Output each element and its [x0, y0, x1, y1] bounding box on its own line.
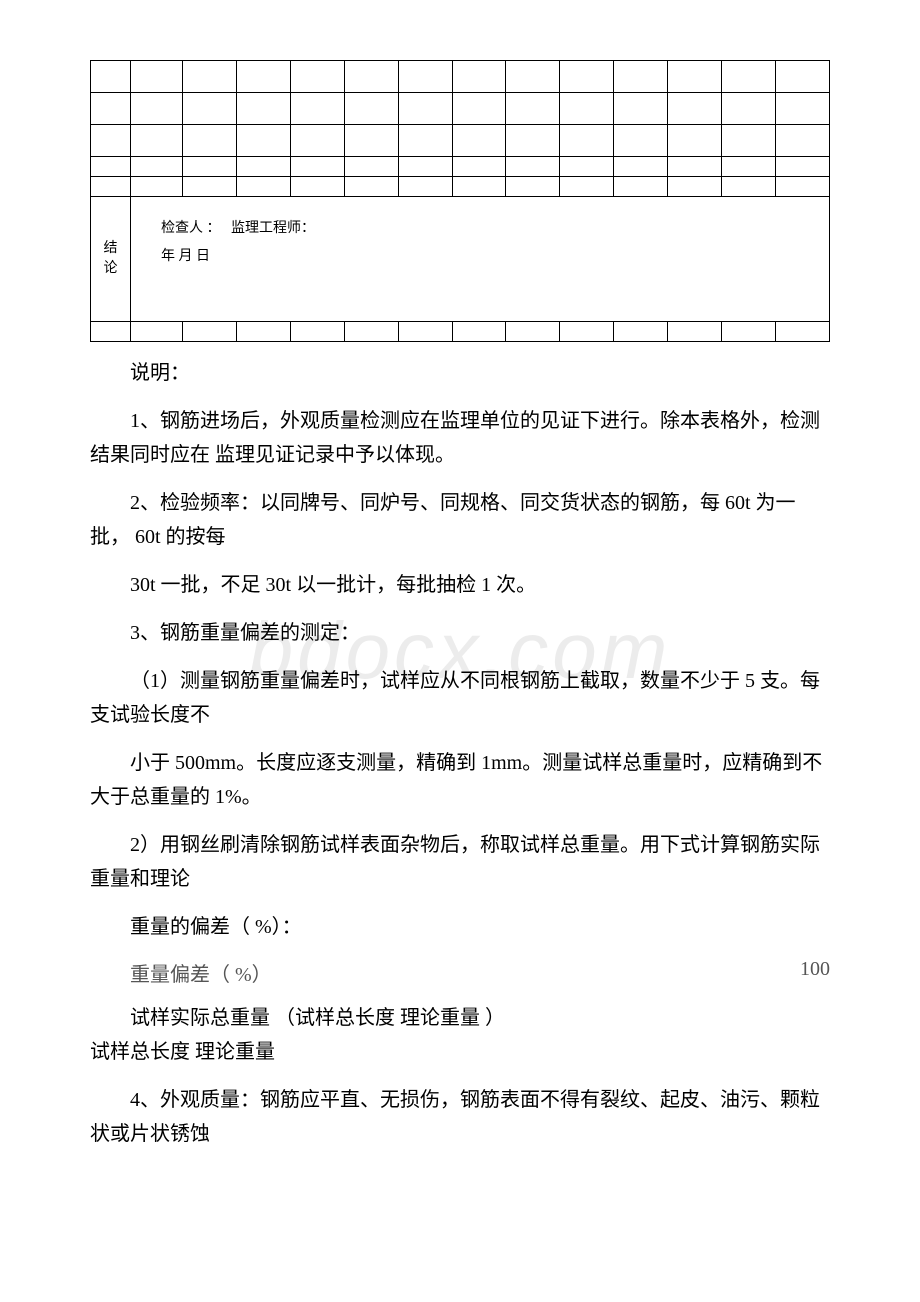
table-row	[91, 93, 830, 125]
conclusion-label: 结论	[104, 241, 118, 276]
paragraph-4: 4、外观质量：钢筋应平直、无损伤，钢筋表面不得有裂纹、起皮、油污、颗粒状或片状锈…	[90, 1083, 830, 1151]
paragraph-3: 3、钢筋重量偏差的测定：	[90, 616, 830, 650]
formula-expr-b: 试样总长度 理论重量	[90, 1041, 275, 1063]
formula-label: 重量偏差（ %）	[90, 958, 272, 987]
paragraph-3-1a: （1）测量钢筋重量偏差时，试样应从不同根钢筋上截取，数量不少于 5 支。每支试验…	[90, 664, 830, 732]
formula-expr-a: 试样实际总重量 （试样总长度 理论重量 ）	[90, 1001, 505, 1035]
supervisor-label: 监理工程师：	[231, 221, 315, 236]
formula-right: 100	[800, 958, 830, 987]
paragraph-3-1b: 小于 500mm。长度应逐支测量，精确到 1mm。测量试样总重量时，应精确到不大…	[90, 746, 830, 814]
conclusion-row: 结论 检查人 ： 监理工程师： 年 月 日	[91, 197, 830, 322]
table-row	[91, 61, 830, 93]
conclusion-content-cell: 检查人 ： 监理工程师： 年 月 日	[131, 197, 830, 322]
inspector-label: 检查人 ：	[161, 221, 221, 236]
paragraph-2a: 2、检验频率：以同牌号、同炉号、同规格、同交货状态的钢筋，每 60t 为一批， …	[90, 486, 830, 554]
paragraph-3-2b: 重量的偏差（ %）：	[90, 910, 830, 944]
inspection-table: 结论 检查人 ： 监理工程师： 年 月 日	[90, 60, 830, 342]
paragraph-2b: 30t 一批，不足 30t 以一批计，每批抽检 1 次。	[90, 568, 830, 602]
formula-expression: 试样实际总重量 （试样总长度 理论重量 ） 试样总长度 理论重量	[90, 1001, 830, 1069]
explain-heading: 说明：	[90, 356, 830, 390]
date-label: 年 月 日	[161, 249, 210, 264]
table-row	[91, 322, 830, 342]
table-row	[91, 157, 830, 177]
paragraph-3-2a: 2）用钢丝刷清除钢筋试样表面杂物后，称取试样总重量。用下式计算钢筋实际重量和理论	[90, 828, 830, 896]
formula-row: 重量偏差（ %） 100	[90, 958, 830, 987]
conclusion-label-cell: 结论	[91, 197, 131, 322]
paragraph-1: 1、钢筋进场后，外观质量检测应在监理单位的见证下进行。除本表格外，检测结果同时应…	[90, 404, 830, 472]
table-row	[91, 177, 830, 197]
table-row	[91, 125, 830, 157]
